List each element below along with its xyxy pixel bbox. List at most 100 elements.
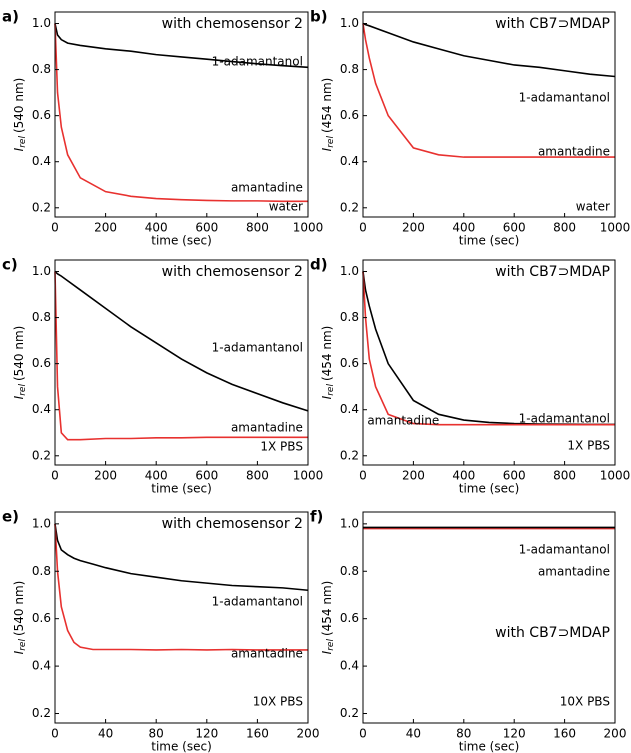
annotation: 1-adamantanol <box>212 55 303 69</box>
panel-title: with CB7⊃MDAP <box>495 625 610 641</box>
x-tick-label: 600 <box>503 469 526 483</box>
panel-title: with chemosensor 2 <box>162 16 303 32</box>
y-tick-label: 0.6 <box>340 611 359 625</box>
x-tick-label: 400 <box>145 221 168 235</box>
x-tick-label: 160 <box>246 727 269 741</box>
annotation: 1-adamantanol <box>519 543 610 557</box>
x-tick-label: 1000 <box>600 469 631 483</box>
x-tick-label: 0 <box>359 727 367 741</box>
x-tick-label: 0 <box>51 727 59 741</box>
annotation: water <box>576 200 610 214</box>
x-tick-label: 200 <box>297 727 320 741</box>
x-axis-label: time (sec) <box>151 482 212 496</box>
annotation: 10X PBS <box>253 695 303 709</box>
panel-title: with CB7⊃MDAP <box>495 16 610 32</box>
y-axis-label: Irel (540 nm) <box>12 581 28 655</box>
x-axis-label: time (sec) <box>459 482 520 496</box>
data-line <box>54 270 309 412</box>
y-tick-label: 0.2 <box>32 706 51 720</box>
y-axis-label: Irel (540 nm) <box>12 326 28 400</box>
y-label-symbol: I <box>12 650 26 654</box>
y-label-symbol: I <box>320 650 334 654</box>
data-line <box>54 523 308 651</box>
annotation: 10X PBS <box>560 695 610 709</box>
x-tick-label: 800 <box>246 221 269 235</box>
y-tick-label: 0.8 <box>340 310 359 324</box>
annotation: 1X PBS <box>260 440 303 454</box>
x-tick-label: 40 <box>98 727 113 741</box>
annotation: amantadine <box>538 145 610 159</box>
annotation: amantadine <box>538 565 610 579</box>
x-tick-label: 800 <box>553 469 576 483</box>
y-label-subscript: rel <box>326 136 336 148</box>
y-tick-label: 0.6 <box>32 611 51 625</box>
annotation: 1-adamantanol <box>519 412 610 426</box>
plot-frame <box>54 259 309 466</box>
x-tick-label: 80 <box>456 727 471 741</box>
y-axis-label: Irel (454 nm) <box>320 326 336 400</box>
panel-title: with CB7⊃MDAP <box>495 264 610 280</box>
plot-frame <box>362 259 616 466</box>
y-label-unit: (540 nm) <box>12 581 26 636</box>
x-axis-label: time (sec) <box>459 740 520 753</box>
x-tick-label: 1000 <box>293 469 324 483</box>
y-axis-label: Irel (454 nm) <box>320 78 336 152</box>
y-label-subscript: rel <box>18 384 28 396</box>
data-line <box>54 23 308 203</box>
y-tick-label: 0.2 <box>340 706 359 720</box>
panel: 0 40 80 120 160 200 0.2 0.4 0.6 0.8 1.0 time (sec) I… <box>2 508 319 753</box>
annotation: 1-adamantanol <box>519 91 610 105</box>
x-tick-label: 40 <box>406 727 421 741</box>
y-label-unit: (454 nm) <box>320 78 334 133</box>
x-tick-label: 120 <box>503 727 526 741</box>
y-tick-label: 1.0 <box>340 516 359 530</box>
panel-letter: d) <box>310 256 328 274</box>
panel: 0 200 400 600 800 1000 0.2 0.4 0.6 0.8 1.0 time (se… <box>310 8 630 248</box>
y-tick-label: 0.2 <box>32 448 51 462</box>
x-tick-label: 600 <box>195 221 218 235</box>
x-tick-label: 400 <box>452 221 475 235</box>
y-label-unit: (454 nm) <box>320 326 334 381</box>
plot-frame <box>362 511 616 724</box>
y-axis-label: Irel (540 nm) <box>12 78 28 152</box>
panel-letter: e) <box>2 508 19 526</box>
y-label-subscript: rel <box>18 136 28 148</box>
panel: 0 200 400 600 800 1000 0.2 0.4 0.6 0.8 1.0 time (se… <box>310 256 630 496</box>
plot-frame <box>362 11 616 218</box>
y-tick-label: 1.0 <box>340 264 359 278</box>
annotation: water <box>269 200 303 214</box>
x-tick-label: 160 <box>553 727 576 741</box>
annotation: amantadine <box>231 181 303 195</box>
data-line <box>362 271 615 426</box>
x-tick-label: 1000 <box>293 221 324 235</box>
y-label-subscript: rel <box>326 384 336 396</box>
annotation: amantadine <box>231 421 303 435</box>
y-tick-label: 0.6 <box>32 108 51 122</box>
panel: 0 200 400 600 800 1000 0.2 0.4 0.6 0.8 1.0 time (se… <box>2 8 323 248</box>
panel-letter: c) <box>2 256 18 274</box>
panel-letter: b) <box>310 8 328 26</box>
y-tick-label: 0.2 <box>340 200 359 214</box>
x-tick-label: 0 <box>51 221 59 235</box>
y-tick-label: 0.8 <box>340 564 359 578</box>
y-tick-label: 0.8 <box>32 62 51 76</box>
annotation: 1-adamantanol <box>212 595 303 609</box>
x-tick-label: 800 <box>246 469 269 483</box>
y-tick-label: 1.0 <box>32 16 51 30</box>
panel: 0 200 400 600 800 1000 0.2 0.4 0.6 0.8 1.0 time (se… <box>2 256 323 496</box>
x-tick-label: 600 <box>195 469 218 483</box>
x-tick-label: 200 <box>94 221 117 235</box>
y-tick-label: 0.8 <box>340 62 359 76</box>
y-tick-label: 0.4 <box>32 659 51 673</box>
x-tick-label: 400 <box>145 469 168 483</box>
y-tick-label: 1.0 <box>32 516 51 530</box>
data-line <box>362 22 616 78</box>
x-tick-label: 0 <box>359 469 367 483</box>
y-tick-label: 0.4 <box>340 402 359 416</box>
y-axis-label: Irel (454 nm) <box>320 581 336 655</box>
y-label-unit: (540 nm) <box>12 78 26 133</box>
x-tick-label: 1000 <box>600 221 631 235</box>
panel-title: with chemosensor 2 <box>162 516 303 532</box>
y-tick-label: 1.0 <box>32 264 51 278</box>
y-tick-label: 0.8 <box>32 310 51 324</box>
